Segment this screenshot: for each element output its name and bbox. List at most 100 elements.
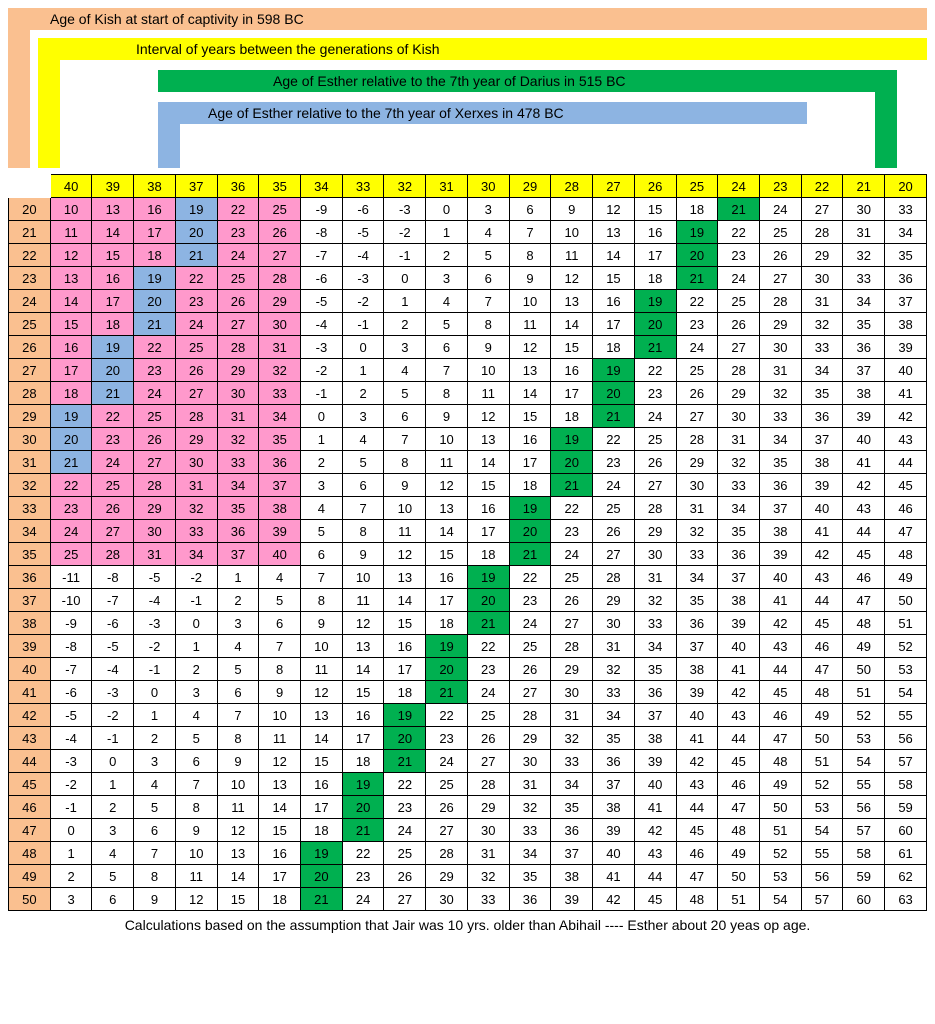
data-cell: 12 xyxy=(551,267,593,290)
data-cell: 21 xyxy=(509,543,551,566)
data-cell: 58 xyxy=(843,842,885,865)
data-cell: 26 xyxy=(259,221,301,244)
data-cell: 9 xyxy=(551,198,593,221)
data-cell: 29 xyxy=(676,451,718,474)
data-cell: 48 xyxy=(843,612,885,635)
data-cell: 13 xyxy=(593,221,635,244)
data-cell: 5 xyxy=(92,865,134,888)
data-cell: 24 xyxy=(467,681,509,704)
data-cell: 40 xyxy=(759,566,801,589)
data-cell: 42 xyxy=(885,405,927,428)
data-cell: 45 xyxy=(718,750,760,773)
data-cell: 16 xyxy=(593,290,635,313)
data-cell: 37 xyxy=(718,566,760,589)
data-cell: 22 xyxy=(467,635,509,658)
table-row: 26161922252831-3036912151821242730333639 xyxy=(9,336,927,359)
data-cell: 22 xyxy=(634,359,676,382)
data-cell: 29 xyxy=(509,727,551,750)
data-cell: 12 xyxy=(301,681,343,704)
data-cell: 39 xyxy=(759,543,801,566)
data-cell: 21 xyxy=(384,750,426,773)
data-cell: 15 xyxy=(50,313,92,336)
table-row: 3222252831343736912151821242730333639424… xyxy=(9,474,927,497)
data-cell: 34 xyxy=(634,635,676,658)
data-cell: 42 xyxy=(843,474,885,497)
data-cell: 42 xyxy=(759,612,801,635)
data-cell: 7 xyxy=(259,635,301,658)
data-cell: 35 xyxy=(676,589,718,612)
data-cell: 15 xyxy=(342,681,384,704)
data-cell: 0 xyxy=(301,405,343,428)
legend-brackets: Age of Kish at start of captivity in 598… xyxy=(8,8,927,168)
data-cell: 34 xyxy=(509,842,551,865)
data-cell: 12 xyxy=(593,198,635,221)
data-cell: 38 xyxy=(801,451,843,474)
data-cell: 44 xyxy=(676,796,718,819)
data-cell: 26 xyxy=(134,428,176,451)
table-row: 46-1258111417202326293235384144475053565… xyxy=(9,796,927,819)
data-cell: 21 xyxy=(676,267,718,290)
data-cell: 29 xyxy=(217,359,259,382)
data-cell: 27 xyxy=(551,612,593,635)
legend-bar-yellow: Interval of years between the generation… xyxy=(38,38,927,60)
data-cell: 38 xyxy=(718,589,760,612)
data-cell: 22 xyxy=(676,290,718,313)
data-cell: 5 xyxy=(384,382,426,405)
data-cell: 34 xyxy=(551,773,593,796)
data-cell: 7 xyxy=(342,497,384,520)
data-cell: 15 xyxy=(593,267,635,290)
data-cell: 6 xyxy=(426,336,468,359)
data-cell: 24 xyxy=(634,405,676,428)
data-cell: -2 xyxy=(384,221,426,244)
data-cell: 17 xyxy=(634,244,676,267)
data-cell: 23 xyxy=(175,290,217,313)
data-cell: 34 xyxy=(885,221,927,244)
data-cell: 26 xyxy=(217,290,259,313)
data-cell: 11 xyxy=(426,451,468,474)
data-cell: 11 xyxy=(384,520,426,543)
data-cell: 46 xyxy=(718,773,760,796)
data-cell: 31 xyxy=(467,842,509,865)
data-cell: 31 xyxy=(801,290,843,313)
data-cell: -1 xyxy=(301,382,343,405)
data-cell: 24 xyxy=(593,474,635,497)
data-cell: 15 xyxy=(301,750,343,773)
data-cell: 41 xyxy=(634,796,676,819)
data-cell: 28 xyxy=(718,359,760,382)
data-cell: 21 xyxy=(175,244,217,267)
data-cell: 61 xyxy=(885,842,927,865)
data-cell: 47 xyxy=(843,589,885,612)
footnote: Calculations based on the assumption tha… xyxy=(8,917,927,933)
data-cell: 53 xyxy=(885,658,927,681)
data-cell: -3 xyxy=(134,612,176,635)
data-cell: 35 xyxy=(843,313,885,336)
data-cell: 30 xyxy=(718,405,760,428)
data-cell: 43 xyxy=(843,497,885,520)
data-cell: 14 xyxy=(50,290,92,313)
data-cell: 48 xyxy=(801,681,843,704)
data-cell: -3 xyxy=(92,681,134,704)
data-cell: 39 xyxy=(551,888,593,911)
data-cell: 21 xyxy=(92,382,134,405)
data-cell: 35 xyxy=(593,727,635,750)
data-cell: 2 xyxy=(342,382,384,405)
data-cell: 9 xyxy=(384,474,426,497)
data-cell: 27 xyxy=(259,244,301,267)
data-cell: 43 xyxy=(634,842,676,865)
data-cell: 31 xyxy=(551,704,593,727)
col-header: 30 xyxy=(467,175,509,198)
data-cell: 39 xyxy=(801,474,843,497)
data-cell: 15 xyxy=(384,612,426,635)
data-cell: 36 xyxy=(676,612,718,635)
data-cell: 22 xyxy=(384,773,426,796)
data-cell: 21 xyxy=(50,451,92,474)
data-cell: 30 xyxy=(676,474,718,497)
data-cell: 50 xyxy=(801,727,843,750)
data-cell: 37 xyxy=(676,635,718,658)
data-cell: 21 xyxy=(718,198,760,221)
data-cell: 41 xyxy=(885,382,927,405)
data-cell: 26 xyxy=(593,520,635,543)
data-cell: 25 xyxy=(384,842,426,865)
data-cell: 32 xyxy=(843,244,885,267)
table-row: 38-9-6-303691215182124273033363942454851 xyxy=(9,612,927,635)
